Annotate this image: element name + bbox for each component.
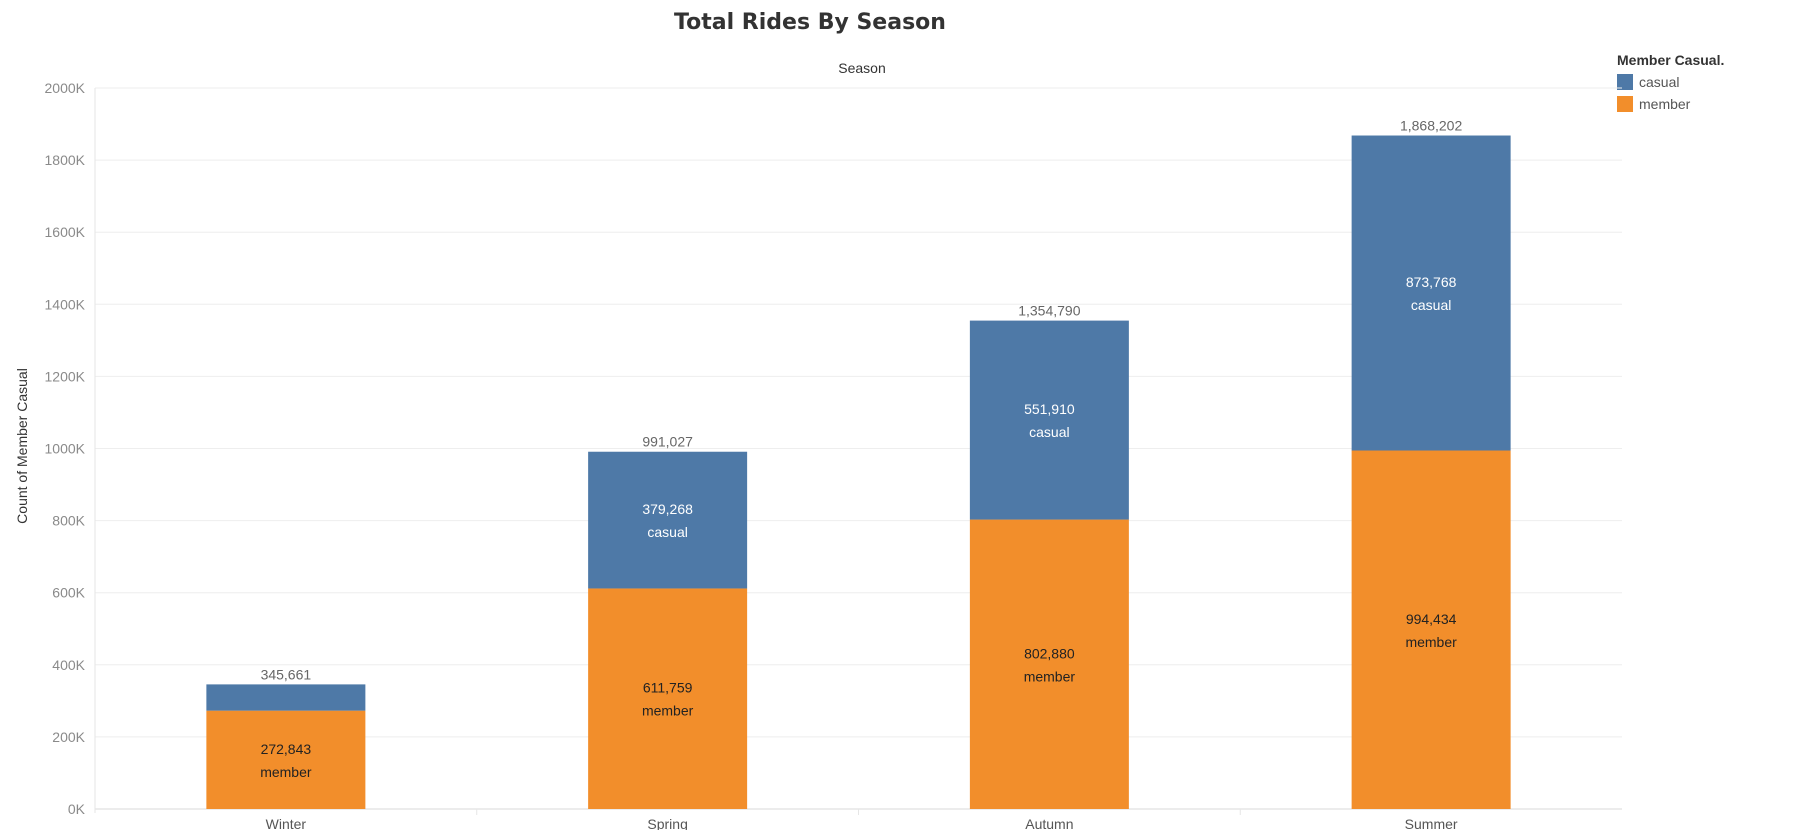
legend: Member Casual. casual member <box>1617 52 1724 115</box>
legend-title: Member Casual. <box>1617 52 1725 68</box>
legend-item-casual[interactable]: casual <box>1617 71 1724 93</box>
data-label-series: casual <box>1411 297 1451 313</box>
y-tick-label: 1000K <box>45 441 86 457</box>
y-axis-title: Count of Member Casual <box>14 368 30 524</box>
total-label: 1,868,202 <box>1400 118 1462 134</box>
bars: 272,843 member 345,661 611,759 member 379,268… <box>206 118 1511 809</box>
x-tick-label: Spring <box>647 816 687 830</box>
bar-member-summer[interactable] <box>1351 450 1511 809</box>
legend-item-member[interactable]: member <box>1617 93 1724 115</box>
data-label-value: 551,910 <box>1024 401 1075 417</box>
data-label-value: 873,768 <box>1406 274 1457 290</box>
y-tick-label: 1400K <box>45 296 86 312</box>
y-tick-label: 0K <box>68 801 86 817</box>
x-tick-label: Autumn <box>1025 816 1073 830</box>
chart-title: Total Rides By Season <box>674 10 946 35</box>
bar-member-winter[interactable] <box>206 710 366 809</box>
data-label-value: 379,268 <box>642 501 693 517</box>
y-tick-label: 1200K <box>45 368 86 384</box>
data-label-series: member <box>1024 668 1076 684</box>
bar-member-spring[interactable] <box>588 588 748 809</box>
data-label-value: 802,880 <box>1024 645 1075 661</box>
total-label: 991,027 <box>642 434 693 450</box>
data-label-series: casual <box>1029 424 1069 440</box>
legend-swatch-casual <box>1617 74 1633 90</box>
x-tick-label: Summer <box>1405 816 1458 830</box>
y-tick-label: 1600K <box>45 224 86 240</box>
data-label-value: 611,759 <box>643 680 693 696</box>
y-tick-label: 1800K <box>45 152 86 168</box>
data-label-value: 994,434 <box>1406 611 1457 627</box>
legend-label-casual: casual <box>1639 74 1680 90</box>
x-axis: Winter Spring Autumn Summer <box>266 809 1458 830</box>
y-tick-label: 600K <box>52 585 85 601</box>
column-header: Season <box>838 60 885 76</box>
data-label-series: member <box>642 703 694 719</box>
total-label: 345,661 <box>261 666 312 682</box>
legend-label-member: member <box>1639 96 1691 112</box>
bar-casual-autumn[interactable] <box>969 320 1129 520</box>
x-tick-label: Winter <box>266 816 307 830</box>
bar-casual-spring[interactable] <box>588 451 748 589</box>
data-label-series: member <box>1405 634 1457 650</box>
data-label-series: casual <box>647 524 687 540</box>
legend-swatch-member <box>1617 96 1633 112</box>
bar-member-autumn[interactable] <box>969 519 1129 809</box>
bar-casual-winter[interactable] <box>206 684 366 711</box>
total-label: 1,354,790 <box>1018 303 1080 319</box>
y-tick-label: 800K <box>52 513 85 529</box>
data-label-value: 272,843 <box>261 741 312 757</box>
y-tick-label: 200K <box>52 729 85 745</box>
y-tick-label: 2000K <box>45 80 86 96</box>
data-label-series: member <box>260 764 312 780</box>
y-tick-label: 400K <box>52 657 85 673</box>
y-axis: 0K 200K 400K 600K 800K 1000K 1200K 1400K 1600K 18… <box>45 80 96 817</box>
bar-casual-summer[interactable] <box>1351 135 1511 451</box>
